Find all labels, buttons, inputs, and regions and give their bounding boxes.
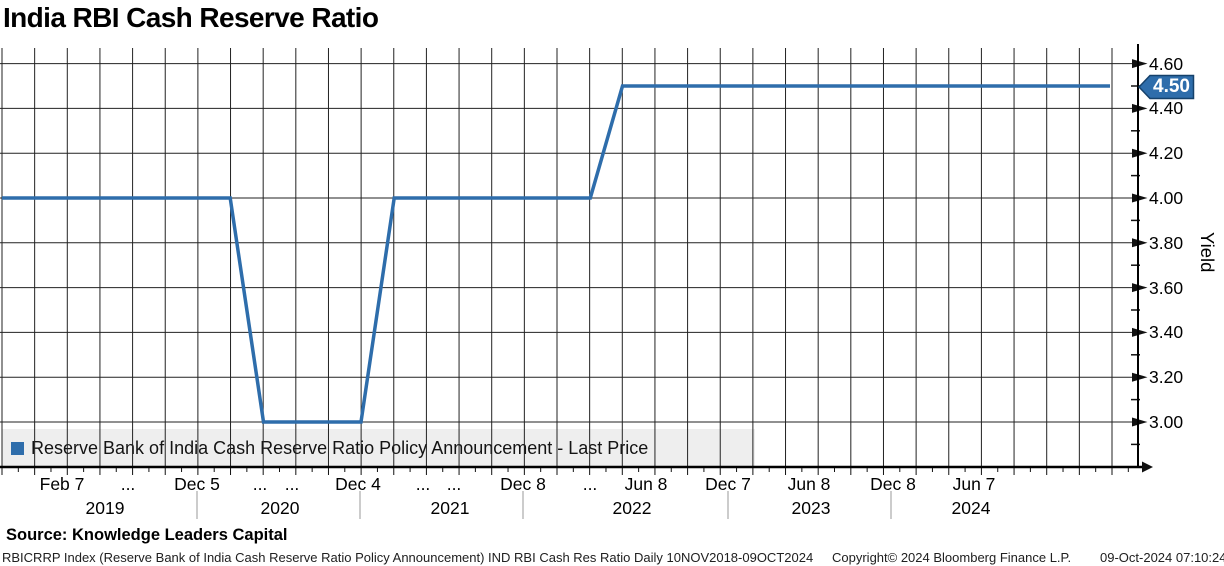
y-axis-title: Yield bbox=[1197, 232, 1218, 273]
x-year-label: 2019 bbox=[85, 498, 125, 518]
x-year-label: 2020 bbox=[260, 498, 300, 518]
x-tick-label: Dec 5 bbox=[174, 474, 220, 494]
x-tick-label: Feb 7 bbox=[39, 474, 85, 494]
y-tick-label: 3.60 bbox=[1149, 277, 1184, 298]
y-tick-label: 4.00 bbox=[1149, 188, 1184, 208]
x-tick-label: Dec 4 bbox=[335, 474, 381, 494]
x-tick-label: Jun 7 bbox=[952, 474, 996, 494]
x-tick-label: ... bbox=[582, 474, 598, 494]
x-year-label: 2023 bbox=[791, 498, 831, 518]
x-tick-label: ... bbox=[252, 474, 268, 494]
x-year-label: 2022 bbox=[612, 498, 652, 518]
x-tick-label: ... bbox=[120, 474, 136, 494]
y-tick-label: 4.60 bbox=[1149, 53, 1184, 74]
x-tick-label: Jun 8 bbox=[787, 474, 831, 494]
x-tick-label: Dec 8 bbox=[500, 474, 546, 494]
footer-timestamp: 09-Oct-2024 07:10:24 bbox=[1100, 550, 1224, 565]
last-price-badge: 4.50 bbox=[1153, 76, 1190, 97]
chart-title: India RBI Cash Reserve Ratio bbox=[3, 2, 379, 33]
legend-square-icon bbox=[11, 441, 24, 455]
y-tick-label: 3.40 bbox=[1149, 322, 1184, 343]
x-year-label: 2021 bbox=[430, 498, 470, 518]
footer-copyright: Copyright© 2024 Bloomberg Finance L.P. bbox=[832, 550, 1072, 565]
x-tick-label: Jun 8 bbox=[624, 474, 668, 494]
y-tick-label: 3.00 bbox=[1149, 412, 1184, 432]
legend-label: Reserve Bank of India Cash Reserve Ratio… bbox=[31, 437, 649, 458]
footer-ticker-description: RBICRRP Index (Reserve Bank of India Cas… bbox=[2, 550, 814, 565]
x-tick-label: ... bbox=[415, 474, 431, 494]
price-line bbox=[2, 84, 1110, 424]
source-attribution: Source: Knowledge Leaders Capital bbox=[6, 526, 288, 544]
x-tick-label: ... bbox=[446, 474, 462, 494]
x-year-label: 2024 bbox=[951, 498, 991, 518]
last-price-badge-shape bbox=[1137, 74, 1195, 100]
y-tick-label: 4.40 bbox=[1149, 98, 1184, 119]
y-tick-label: 4.20 bbox=[1149, 143, 1184, 164]
y-tick-label: 3.20 bbox=[1149, 367, 1184, 388]
y-tick-label: 3.80 bbox=[1149, 232, 1184, 253]
x-tick-label: Dec 7 bbox=[705, 474, 751, 494]
x-tick-label: ... bbox=[284, 474, 300, 494]
x-tick-label: Dec 8 bbox=[870, 474, 916, 494]
legend: Reserve Bank of India Cash Reserve Ratio… bbox=[2, 429, 755, 467]
